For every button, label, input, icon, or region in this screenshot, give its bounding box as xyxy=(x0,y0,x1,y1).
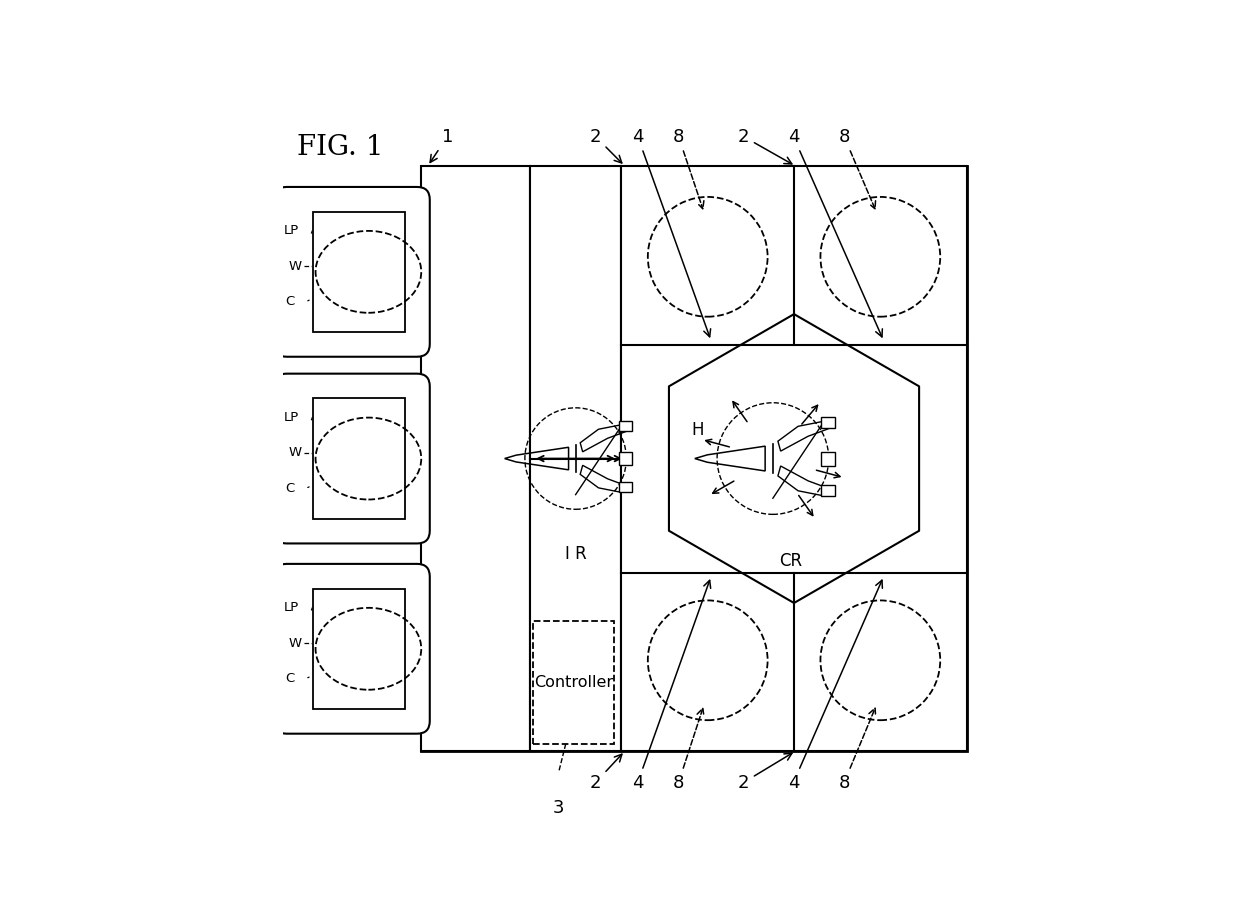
Text: 1: 1 xyxy=(430,127,453,163)
Text: 2: 2 xyxy=(738,753,792,791)
Text: W: W xyxy=(288,447,301,459)
Bar xyxy=(312,398,405,519)
Text: 4: 4 xyxy=(632,127,711,337)
Text: 4: 4 xyxy=(632,580,711,791)
Bar xyxy=(821,417,835,428)
Text: I R: I R xyxy=(564,544,587,563)
Text: 4: 4 xyxy=(787,127,883,337)
Text: H: H xyxy=(691,422,704,439)
Text: FIG. 1: FIG. 1 xyxy=(298,135,384,161)
Text: Controller: Controller xyxy=(534,674,614,690)
Text: 2: 2 xyxy=(590,127,621,163)
Text: C: C xyxy=(285,295,295,308)
Text: W: W xyxy=(288,260,301,273)
Bar xyxy=(312,211,405,332)
Text: 8: 8 xyxy=(838,127,875,209)
Bar xyxy=(619,452,632,465)
Bar xyxy=(619,421,632,431)
Text: 8: 8 xyxy=(838,708,875,791)
Text: CR: CR xyxy=(779,552,802,570)
Bar xyxy=(533,620,614,744)
Bar xyxy=(420,167,529,751)
Bar xyxy=(619,482,632,492)
Text: 8: 8 xyxy=(673,127,704,209)
FancyBboxPatch shape xyxy=(274,373,430,544)
Bar xyxy=(821,485,835,496)
Bar xyxy=(420,167,967,751)
FancyBboxPatch shape xyxy=(274,564,430,734)
FancyBboxPatch shape xyxy=(274,187,430,357)
Text: C: C xyxy=(285,672,295,684)
Text: 2: 2 xyxy=(590,754,622,791)
Text: W: W xyxy=(288,637,301,650)
Text: LP: LP xyxy=(284,411,299,425)
Text: C: C xyxy=(285,481,295,495)
Text: 4: 4 xyxy=(787,580,883,791)
Bar xyxy=(821,452,835,466)
Bar xyxy=(621,167,967,751)
Text: 3: 3 xyxy=(553,799,564,817)
Text: 2: 2 xyxy=(738,127,792,164)
Text: LP: LP xyxy=(284,601,299,614)
Text: LP: LP xyxy=(284,224,299,238)
Bar xyxy=(529,167,621,751)
Bar xyxy=(312,588,405,709)
Text: 8: 8 xyxy=(673,708,704,791)
